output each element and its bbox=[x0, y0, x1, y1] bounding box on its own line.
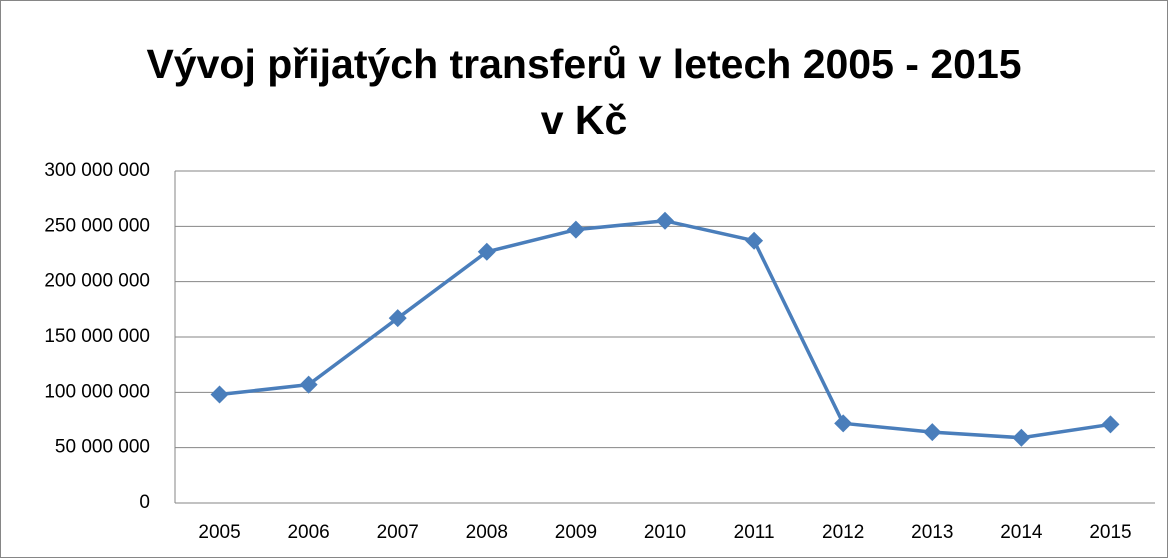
marker bbox=[745, 231, 764, 250]
marker bbox=[210, 385, 229, 404]
y-tick-label: 250 000 000 bbox=[44, 215, 150, 236]
marker bbox=[656, 211, 674, 230]
marker bbox=[1101, 415, 1120, 434]
chart-title: Vývoj přijatých transferů v letech 2005 … bbox=[146, 41, 1022, 143]
marker bbox=[477, 242, 496, 261]
x-tick-label: 2007 bbox=[377, 522, 419, 543]
marker bbox=[388, 309, 407, 328]
x-tick-label: 2006 bbox=[287, 522, 329, 543]
x-tick-label: 2009 bbox=[555, 522, 597, 543]
x-tick-label: 2011 bbox=[734, 522, 775, 543]
x-tick-label: 2005 bbox=[198, 522, 240, 543]
marker bbox=[834, 414, 853, 433]
y-tick-label: 50 000 000 bbox=[55, 437, 150, 458]
marker bbox=[1012, 428, 1031, 447]
y-tick-label: 150 000 000 bbox=[44, 326, 150, 347]
y-tick-label: 100 000 000 bbox=[44, 381, 150, 402]
x-tick-label: 2012 bbox=[822, 522, 864, 543]
marker bbox=[923, 423, 942, 442]
y-tick-label: 0 bbox=[139, 492, 150, 513]
x-tick-label: 2014 bbox=[1000, 522, 1043, 543]
line bbox=[219, 219, 1111, 440]
x-tick-label: 2008 bbox=[466, 522, 508, 543]
x-tick-label: 2015 bbox=[1089, 522, 1131, 543]
marker bbox=[566, 220, 585, 239]
marker bbox=[299, 375, 318, 394]
x-tick-label: 2010 bbox=[644, 522, 686, 543]
y-tick-label: 200 000 000 bbox=[44, 271, 150, 292]
y-tick-label: 300 000 000 bbox=[44, 160, 150, 181]
x-tick-label: 2013 bbox=[911, 522, 953, 543]
